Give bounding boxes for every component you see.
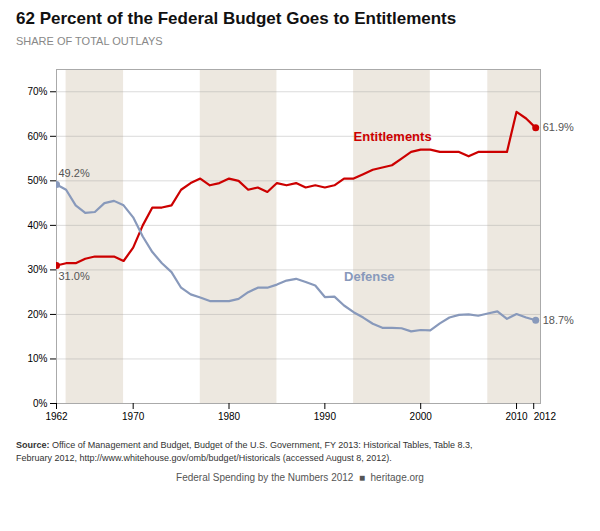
svg-text:1970: 1970 — [122, 411, 145, 422]
html-text:62 Percent of the Federal Budg: 62 Percent of the Federal Budget Goes to… — [16, 9, 457, 28]
svg-text:1980: 1980 — [218, 411, 241, 422]
svg-text:30%: 30% — [27, 264, 47, 275]
svg-text:0%: 0% — [33, 398, 48, 409]
svg-text:50%: 50% — [27, 175, 47, 186]
html-text:SHARE OF TOTAL OUTLAYS: SHARE OF TOTAL OUTLAYS — [16, 35, 163, 47]
svg-text:60%: 60% — [27, 131, 47, 142]
svg-text:49.2%: 49.2% — [59, 167, 90, 179]
svg-text:Defense: Defense — [344, 269, 395, 284]
svg-text:Entitlements: Entitlements — [354, 129, 432, 144]
svg-text:1962: 1962 — [45, 411, 68, 422]
svg-text:10%: 10% — [27, 353, 47, 364]
svg-text:70%: 70% — [27, 86, 47, 97]
html-text:Federal Spending by the Number: Federal Spending by the Numbers 2012 ■ h… — [176, 472, 424, 484]
svg-text:40%: 40% — [27, 220, 47, 231]
svg-text:1990: 1990 — [314, 411, 337, 422]
svg-text:31.0%: 31.0% — [59, 270, 90, 282]
svg-text:20%: 20% — [27, 309, 47, 320]
svg-text:61.9%: 61.9% — [543, 121, 574, 133]
svg-text:2012: 2012 — [534, 411, 557, 422]
svg-text:2000: 2000 — [410, 411, 433, 422]
svg-text:2010: 2010 — [505, 411, 528, 422]
html-text:Source: Office of Management a: Source: Office of Management and Budget,… — [16, 440, 473, 463]
svg-text:18.7%: 18.7% — [543, 314, 574, 326]
